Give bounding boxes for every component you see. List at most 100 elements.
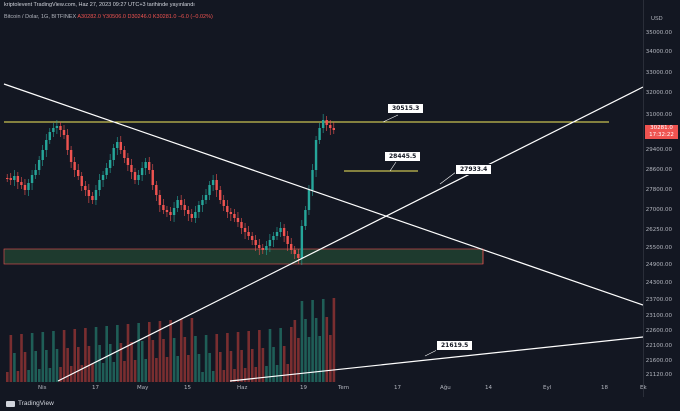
candle-body [48, 132, 51, 140]
candle-body [215, 180, 218, 190]
price-chart[interactable] [0, 0, 643, 397]
price-tick-label: 33000.00 [645, 70, 672, 76]
price-tick-label: 31000.00 [645, 112, 672, 118]
candle-body [300, 226, 304, 258]
annotation-leader [382, 114, 399, 123]
volume-bar [9, 335, 13, 382]
candle-body [13, 176, 16, 180]
volume-bar [314, 318, 318, 382]
volume-bar [165, 357, 169, 382]
price-annotation[interactable]: 30515.3 [387, 103, 425, 114]
volume-bar [52, 331, 55, 382]
volume-bar [219, 352, 222, 382]
candle-body [297, 254, 300, 258]
time-tick-label: Haz [237, 385, 248, 391]
volume-bar [91, 364, 94, 382]
candle-body [201, 200, 204, 205]
candle-body [130, 165, 133, 172]
volume-bar [66, 348, 69, 382]
volume-bar [250, 349, 254, 382]
price-tick-label: 26250.00 [645, 227, 672, 233]
time-tick-label: Ek [640, 385, 647, 391]
volume-bar [332, 298, 336, 382]
candle-body [197, 205, 201, 212]
volume-bar [286, 364, 290, 382]
candle-body [140, 168, 144, 175]
volume-bar [20, 334, 23, 382]
volume-bar [101, 363, 105, 382]
volume-bar [34, 351, 37, 382]
candle-body [162, 205, 165, 210]
price-tick-label: 35000.00 [645, 30, 672, 36]
price-annotation[interactable]: 27933.4 [455, 164, 493, 175]
chart-footer [0, 397, 680, 411]
candle-body [293, 250, 296, 254]
price-annotation[interactable]: 28445.5 [384, 151, 422, 162]
candle-body [165, 210, 169, 212]
candle-body [172, 208, 176, 215]
candle-body [243, 228, 247, 232]
price-tick-label: 24900.00 [645, 262, 672, 268]
currency-label[interactable]: USD [651, 16, 663, 22]
volume-bar [208, 353, 211, 382]
candle-body [254, 240, 257, 245]
candle-body [240, 222, 243, 228]
lower-trendline[interactable] [229, 336, 643, 382]
volume-bar [140, 341, 144, 382]
volume-bar [126, 324, 130, 382]
descending-trendline[interactable] [3, 83, 643, 306]
price-annotation[interactable]: 21619.5 [436, 340, 474, 351]
candle-body [229, 212, 233, 214]
price-axis[interactable] [643, 0, 680, 411]
brand-name: TradingView [18, 400, 54, 407]
candle-body [119, 142, 122, 150]
candle-body [6, 178, 9, 179]
support-zone[interactable] [3, 248, 484, 265]
price-tick-label: 23100.00 [645, 313, 672, 319]
volume-bar [222, 370, 226, 382]
volume-bar [59, 367, 62, 382]
volume-bar [243, 368, 247, 382]
candle-body [87, 190, 91, 196]
volume-bar [261, 348, 265, 382]
volume-bar [144, 359, 148, 382]
candle-body [155, 185, 158, 195]
price-tick-label: 23700.00 [645, 297, 672, 303]
time-tick-label: 15 [184, 385, 191, 391]
volume-bar [133, 360, 137, 382]
close-value: K30281.0 [152, 14, 177, 20]
volume-bar [87, 346, 91, 382]
price-tick-label: 34000.00 [645, 49, 672, 55]
volume-bar [290, 327, 293, 382]
candle-body [187, 210, 190, 214]
chart-header: kriptolevent TradingView.com, Haz 27, 20… [0, 0, 680, 28]
volume-bar [211, 371, 215, 382]
symbol-name[interactable]: Bitcoin / Dolar, 1G, BITFINEX [4, 14, 77, 20]
annotation-leader [424, 349, 438, 357]
volume-bar [275, 365, 279, 382]
candle-body [325, 120, 328, 125]
candle-body [190, 214, 193, 218]
volume-bar [282, 346, 286, 382]
candle-body [268, 240, 272, 246]
volume-bar [247, 331, 250, 382]
candle-body [45, 140, 48, 150]
price-tick-label: 27000.00 [645, 207, 672, 213]
candle-body [204, 195, 208, 200]
candle-body [101, 175, 105, 180]
candle-body [144, 162, 147, 168]
last-price: 30281.0 [650, 125, 673, 131]
volume-bar [73, 329, 77, 382]
ascending-trendline[interactable] [57, 86, 643, 382]
time-tick-label: Nis [38, 385, 47, 391]
time-tick-label: 19 [300, 385, 307, 391]
volume-bar [215, 334, 219, 382]
volume-bar [236, 332, 240, 382]
volume-bar [30, 333, 34, 382]
volume-bar [16, 371, 20, 382]
volume-bar [279, 328, 282, 382]
tradingview-logo[interactable]: TradingView [6, 400, 54, 407]
price-tick-label: 29400.00 [645, 147, 672, 153]
candle-body [304, 210, 307, 226]
price-tick-label: 24300.00 [645, 280, 672, 286]
